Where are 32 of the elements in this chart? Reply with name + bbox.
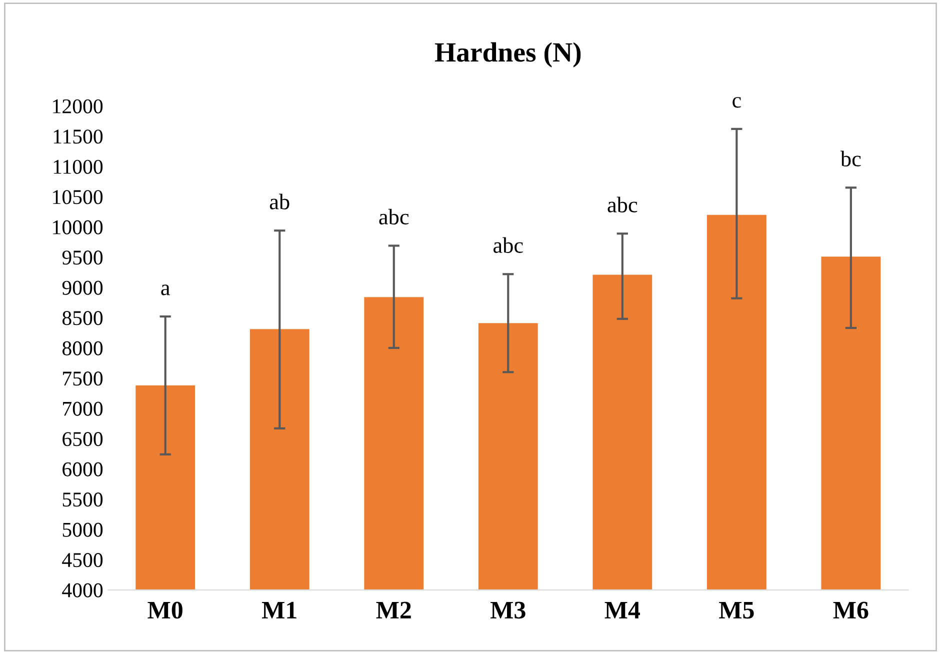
y-tick-label: 9500 [62,250,103,265]
y-tick-label: 12000 [53,99,103,114]
y-tick-label: 4500 [62,553,103,568]
x-tick-label: M5 [719,602,754,619]
y-tick-label: 8500 [62,311,103,326]
x-tick-label: M3 [490,602,526,619]
annotation: bc [840,150,861,166]
y-tick-label: 11500 [54,130,103,144]
y-tick-label: 6500 [62,432,103,446]
y-tick-label: 4000 [62,583,103,598]
y-tick-label: 10500 [53,190,103,204]
y-tick-label: 5500 [62,492,103,507]
x-tick-label: M0 [148,602,182,619]
annotation: a [161,284,170,296]
x-tick-label: M6 [833,602,868,619]
y-tick-label: 11000 [54,160,103,174]
annotation: abc [608,196,638,212]
y-tick-label: 5000 [62,522,103,537]
y-tick-label: 9000 [62,280,103,295]
y-tick-label: 7000 [63,402,103,416]
y-tick-label: 10000 [53,220,103,234]
chart-title: Hardnes (N) [434,42,581,68]
x-tick-label: M1 [262,602,296,618]
y-tick-label: 6000 [62,462,103,476]
annotation: abc [379,208,409,225]
y-tick-label: 7500 [63,372,103,386]
annotation: abc [494,237,523,253]
annotation: ab [270,194,290,210]
x-tick-label: M2 [376,602,411,618]
y-tick-label: 8000 [62,341,103,356]
x-tick-label: M4 [604,602,640,618]
annotation: c [732,97,741,108]
